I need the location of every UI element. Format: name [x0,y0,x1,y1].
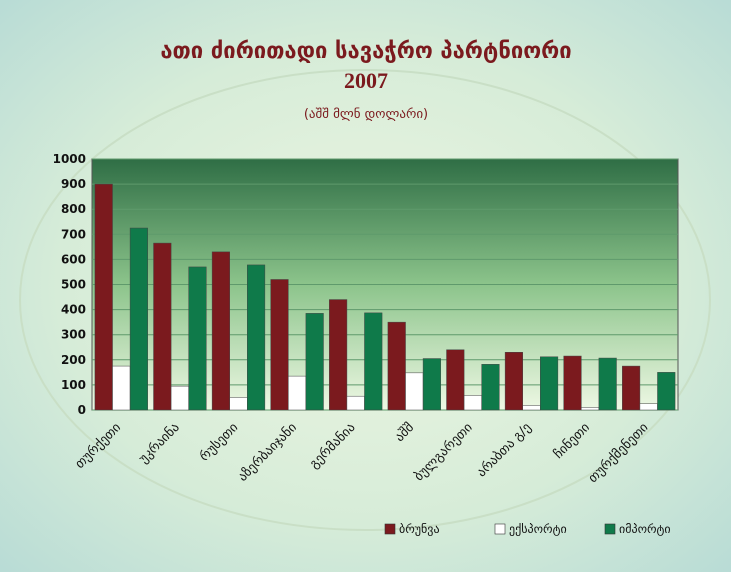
legend-swatch [384,523,396,535]
bar [188,266,207,411]
bar [288,375,307,411]
y-tick-label: 0 [78,403,86,417]
legend-label: იმპორტი [619,522,671,536]
bar [364,312,383,411]
bar [540,356,559,411]
y-tick-label: 200 [61,353,86,367]
y-tick-label: 500 [61,278,86,292]
y-tick-label: 1000 [53,152,86,166]
bar [387,321,406,411]
y-tick-label: 100 [61,378,86,392]
legend-label: ბრუნვა [399,522,440,536]
map-outline [19,69,711,531]
legend-swatch [494,523,506,535]
y-tick-label: 300 [61,328,86,342]
y-tick-label: 900 [61,177,86,191]
bar [598,357,617,411]
y-tick-label: 700 [61,227,86,241]
bar [305,313,324,411]
legend-swatch [604,523,616,535]
bar [657,372,676,411]
bar [481,364,500,411]
y-tick-label: 600 [61,252,86,266]
bar [153,242,172,411]
bar [581,407,600,411]
bar [422,358,441,411]
bar [463,395,482,411]
bar [446,349,465,411]
bar [522,405,541,411]
bar [211,251,230,411]
bar [112,365,131,411]
chart-title: ათი ძირითადი სავაჭრო პარტნიორი [160,39,571,64]
bar [247,264,266,411]
bar [405,372,424,411]
y-tick-label: 800 [61,202,86,216]
bar [346,395,365,411]
y-tick-label: 400 [61,303,86,317]
unit-label: (აშშ მლნ დოლარი) [304,107,428,122]
bar [622,365,641,411]
bar [563,355,582,411]
bar [129,227,148,411]
bar [329,299,348,411]
bar [504,352,523,411]
bar [639,403,658,411]
chart-subtitle: 2007 [344,68,388,93]
bar [94,183,113,411]
legend-label: ექსპორტი [509,522,567,536]
bar [170,385,189,411]
bar [229,397,248,411]
bar [270,279,289,411]
